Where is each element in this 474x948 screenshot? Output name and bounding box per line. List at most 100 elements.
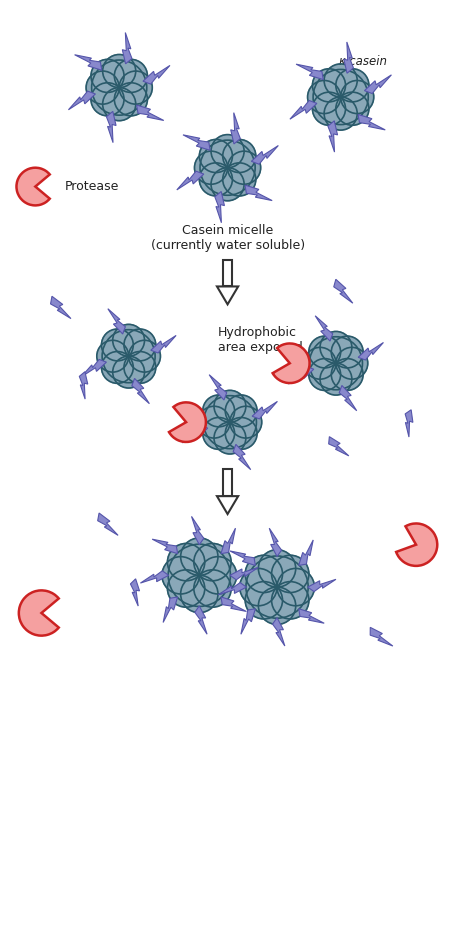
Circle shape [214, 391, 246, 422]
Circle shape [310, 337, 363, 390]
Polygon shape [296, 64, 323, 80]
Circle shape [309, 337, 341, 368]
Circle shape [211, 168, 244, 201]
Circle shape [86, 71, 119, 104]
Circle shape [203, 395, 235, 427]
Circle shape [203, 395, 256, 448]
Circle shape [200, 163, 232, 196]
Polygon shape [339, 386, 357, 410]
Circle shape [272, 556, 309, 592]
Text: Hydrophobic
area exposed: Hydrophobic area exposed [218, 325, 303, 354]
Polygon shape [74, 55, 102, 70]
Polygon shape [218, 583, 246, 594]
Circle shape [312, 69, 346, 101]
Polygon shape [51, 297, 71, 319]
Circle shape [336, 92, 369, 125]
Circle shape [198, 407, 230, 438]
Polygon shape [143, 65, 170, 84]
Wedge shape [169, 402, 206, 442]
Circle shape [114, 60, 147, 93]
Circle shape [103, 87, 136, 120]
Circle shape [200, 139, 232, 173]
Polygon shape [328, 437, 349, 456]
Circle shape [194, 151, 228, 184]
Polygon shape [245, 185, 272, 201]
Circle shape [245, 582, 283, 619]
Circle shape [91, 82, 124, 116]
Polygon shape [98, 513, 118, 536]
Circle shape [113, 356, 145, 388]
Polygon shape [334, 280, 353, 303]
Polygon shape [217, 286, 238, 304]
Polygon shape [370, 628, 393, 646]
Circle shape [114, 82, 147, 116]
Polygon shape [163, 597, 178, 623]
Circle shape [320, 332, 352, 363]
Circle shape [272, 582, 309, 619]
Polygon shape [308, 579, 336, 592]
Polygon shape [177, 172, 204, 190]
Polygon shape [221, 528, 236, 554]
Polygon shape [215, 191, 225, 223]
Polygon shape [358, 342, 383, 360]
Circle shape [194, 570, 231, 607]
Circle shape [113, 324, 145, 356]
Polygon shape [273, 618, 285, 646]
Polygon shape [358, 115, 385, 130]
Polygon shape [328, 120, 337, 152]
Polygon shape [137, 105, 164, 120]
Circle shape [341, 81, 374, 114]
Circle shape [240, 569, 277, 606]
Polygon shape [132, 378, 149, 404]
Polygon shape [315, 316, 333, 341]
Text: Protease: Protease [65, 180, 119, 193]
Polygon shape [68, 91, 95, 110]
Wedge shape [273, 343, 310, 383]
Circle shape [309, 358, 341, 391]
Polygon shape [183, 135, 210, 151]
Polygon shape [230, 551, 255, 565]
Circle shape [199, 556, 237, 594]
Circle shape [225, 395, 257, 427]
Polygon shape [106, 111, 116, 142]
Polygon shape [122, 32, 132, 64]
Polygon shape [152, 539, 178, 554]
Polygon shape [299, 540, 313, 565]
Circle shape [313, 69, 368, 124]
Circle shape [228, 151, 261, 184]
Polygon shape [221, 597, 246, 611]
Polygon shape [81, 359, 107, 377]
Circle shape [211, 135, 244, 168]
Polygon shape [108, 309, 126, 334]
Circle shape [312, 92, 346, 125]
Circle shape [246, 556, 308, 618]
Bar [223, 260, 232, 286]
Circle shape [119, 71, 152, 104]
Bar [223, 469, 232, 496]
Circle shape [331, 337, 363, 368]
Polygon shape [182, 426, 208, 443]
Circle shape [223, 139, 256, 173]
Circle shape [258, 550, 296, 587]
Circle shape [181, 538, 218, 575]
Circle shape [91, 60, 147, 115]
Circle shape [203, 417, 235, 449]
Polygon shape [130, 579, 139, 606]
Circle shape [124, 352, 156, 383]
Circle shape [331, 358, 363, 391]
Circle shape [162, 556, 199, 594]
Circle shape [101, 329, 133, 361]
Circle shape [258, 587, 296, 625]
Polygon shape [230, 568, 258, 580]
Circle shape [167, 543, 205, 581]
Polygon shape [344, 42, 354, 73]
Circle shape [128, 340, 160, 373]
Circle shape [336, 347, 368, 379]
Circle shape [320, 363, 352, 395]
Circle shape [102, 330, 155, 383]
Polygon shape [299, 609, 324, 623]
Circle shape [194, 543, 231, 581]
Polygon shape [289, 367, 314, 384]
Polygon shape [209, 374, 227, 400]
Wedge shape [19, 591, 59, 635]
